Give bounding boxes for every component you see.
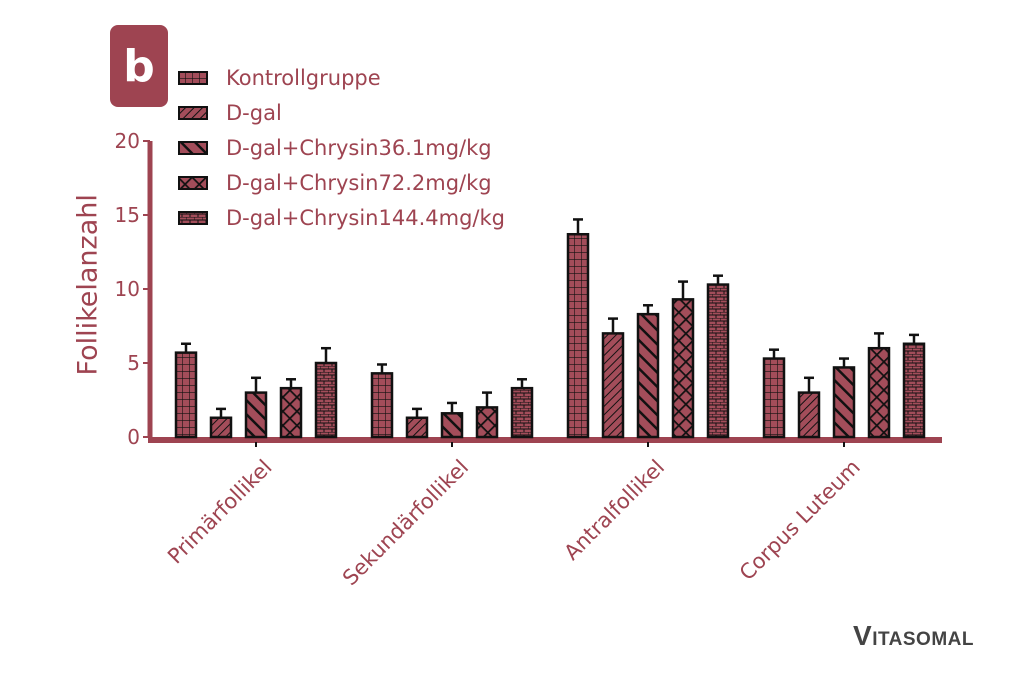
bar (440, 401, 464, 439)
brand-logo: VITASOMAL (853, 620, 974, 651)
panel-label-badge: b (110, 25, 168, 107)
bar (706, 274, 730, 439)
legend-label: D-gal+Chrysin144.4mg/kg (226, 205, 505, 230)
legend-swatch-icon (178, 210, 208, 225)
bar (797, 376, 821, 439)
y-tick-label: 15 (115, 203, 140, 227)
bar (566, 218, 590, 439)
bar (636, 304, 660, 439)
bar (209, 407, 233, 439)
bar (279, 378, 303, 439)
bar (510, 378, 534, 439)
bar (405, 407, 429, 439)
legend-swatch-icon (178, 175, 208, 190)
bar (601, 317, 625, 439)
y-tick-label: 10 (115, 277, 140, 301)
legend-label: D-gal+Chrysin36.1mg/kg (226, 135, 492, 160)
legend-item: D-gal+Chrysin36.1mg/kg (178, 130, 505, 165)
legend-swatch-icon (178, 70, 208, 85)
bar (902, 333, 926, 439)
bar (475, 391, 499, 439)
legend-swatch-icon (178, 105, 208, 120)
legend-swatch-icon (178, 140, 208, 155)
legend-item: D-gal+Chrysin72.2mg/kg (178, 165, 505, 200)
chart-legend: Kontrollgruppe D-gal D-gal+Chrysin36.1mg/k… (178, 60, 505, 235)
legend-item: D-gal (178, 95, 505, 130)
legend-label: Kontrollgruppe (226, 65, 381, 90)
bar (671, 280, 695, 439)
bar (867, 332, 891, 439)
legend-label: D-gal+Chrysin72.2mg/kg (226, 170, 492, 195)
y-tick-label: 5 (127, 351, 140, 375)
y-tick-label: 0 (127, 425, 140, 449)
bar (314, 346, 338, 439)
y-tick-label: 20 (115, 129, 140, 153)
bar (762, 348, 786, 439)
legend-item: Kontrollgruppe (178, 60, 505, 95)
bar (174, 342, 198, 439)
y-axis-label: Follikelanzahl (72, 194, 104, 376)
legend-item: D-gal+Chrysin144.4mg/kg (178, 200, 505, 235)
bar (832, 357, 856, 439)
legend-label: D-gal (226, 100, 282, 125)
bar (370, 363, 394, 439)
bar (244, 376, 268, 439)
